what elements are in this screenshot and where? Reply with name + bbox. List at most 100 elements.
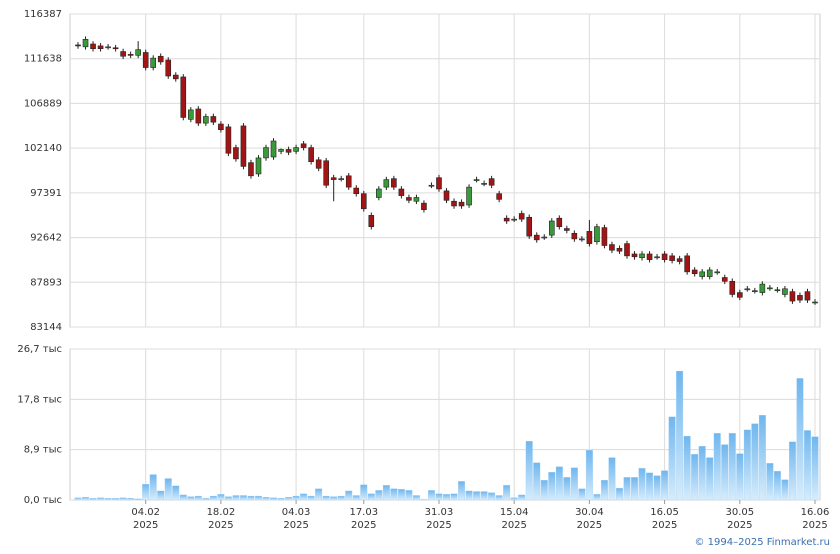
volume-bar (563, 477, 571, 501)
candle-body (105, 46, 111, 49)
volume-bar (585, 450, 593, 501)
candle-body (157, 55, 164, 63)
candle-body (210, 116, 217, 123)
candle-body (323, 160, 329, 186)
volume-bar (390, 488, 398, 501)
volume-bar (616, 487, 623, 501)
volume-bar (691, 454, 699, 501)
candle-body (548, 220, 555, 236)
volume-bar (262, 497, 270, 501)
x-tick-label: 15.04 (500, 507, 529, 518)
volume-bar (676, 370, 684, 501)
volume-bar (736, 453, 744, 501)
candle-body (413, 197, 420, 202)
y-tick-label: 106889 (24, 98, 62, 109)
candle-body (406, 197, 412, 201)
volume-bar (713, 433, 721, 501)
candle-body (97, 45, 104, 50)
candle-body (481, 183, 487, 185)
candle-body (285, 149, 292, 153)
candle-body (571, 232, 578, 240)
candle-body (744, 288, 751, 291)
x-tick-label: 17.03 (349, 507, 378, 518)
candle-body (225, 126, 232, 154)
candle-body (533, 234, 540, 241)
candle-body (376, 188, 382, 198)
candle-body (315, 159, 322, 169)
candle-body (759, 283, 766, 293)
volume-bar (112, 498, 120, 501)
candle-body (752, 290, 758, 292)
volume-bar (465, 490, 473, 501)
volume-bar (270, 497, 277, 501)
volume-bar (570, 467, 578, 501)
candle-body (706, 269, 713, 277)
volume-bar (255, 495, 262, 501)
candle-body (458, 201, 465, 207)
candle-body (774, 289, 781, 292)
candle-body (353, 187, 360, 195)
y-tick-label: 26,7 тыс (17, 344, 62, 355)
volume-bar (97, 497, 105, 501)
volume-bar (330, 496, 338, 501)
candle-body (240, 125, 247, 167)
x-tick-year: 2025 (501, 520, 526, 531)
candle-body (360, 193, 367, 210)
volume-bar (382, 485, 390, 501)
candle-body (195, 108, 202, 124)
candle-body (398, 188, 405, 196)
x-tick-label: 30.04 (575, 507, 604, 518)
candle-body (782, 288, 788, 295)
volume-bar (758, 415, 766, 501)
volume-bar (608, 457, 616, 501)
volume-bar (104, 498, 112, 501)
x-tick-year: 2025 (802, 520, 827, 531)
x-tick-year: 2025 (652, 520, 677, 531)
candle-body (135, 49, 141, 56)
volume-bar (224, 496, 232, 501)
y-tick-label: 87893 (30, 277, 62, 288)
candle-body (797, 295, 803, 301)
volume-bar (548, 472, 556, 501)
candle-body (579, 238, 585, 241)
volume-bar (811, 436, 819, 501)
volume-bar (623, 477, 631, 501)
candle-body (556, 217, 563, 227)
volume-bar (480, 491, 488, 501)
volume-bar (74, 497, 82, 501)
footer[interactable]: © 1994–2025 Finmarket.ru (694, 537, 830, 548)
candle-body (729, 280, 736, 295)
volume-bar (638, 468, 646, 501)
y-tick-label: 92642 (30, 233, 62, 244)
candle-body (391, 178, 397, 188)
candle-body (90, 43, 96, 50)
candle-body (172, 74, 179, 80)
x-tick-label: 18.02 (207, 507, 236, 518)
volume-bar (367, 493, 375, 501)
candle-body (526, 216, 533, 237)
volume-bar (510, 497, 518, 501)
candle-body (624, 243, 630, 257)
candle-body (120, 51, 126, 57)
candle-body (767, 287, 773, 290)
x-tick-label: 31.03 (425, 507, 454, 518)
volume-bar (698, 446, 706, 501)
x-tick-year: 2025 (208, 520, 233, 531)
candle-body (203, 116, 209, 124)
candle-body (345, 175, 352, 188)
volume-bar (781, 479, 789, 501)
volume-bar (239, 495, 247, 501)
volume-bar (127, 498, 135, 501)
volume-bar (751, 423, 759, 501)
volume-bar (172, 485, 180, 501)
x-tick-year: 2025 (727, 520, 752, 531)
candle-body (278, 149, 284, 152)
candle-body (601, 227, 608, 246)
volume-bar (555, 466, 563, 501)
volume-bar (164, 478, 172, 501)
volume-bar (600, 480, 608, 501)
volume-bar (337, 495, 345, 501)
price-panel (69, 13, 821, 328)
volume-bar (443, 494, 450, 501)
volume-bar (450, 493, 458, 501)
